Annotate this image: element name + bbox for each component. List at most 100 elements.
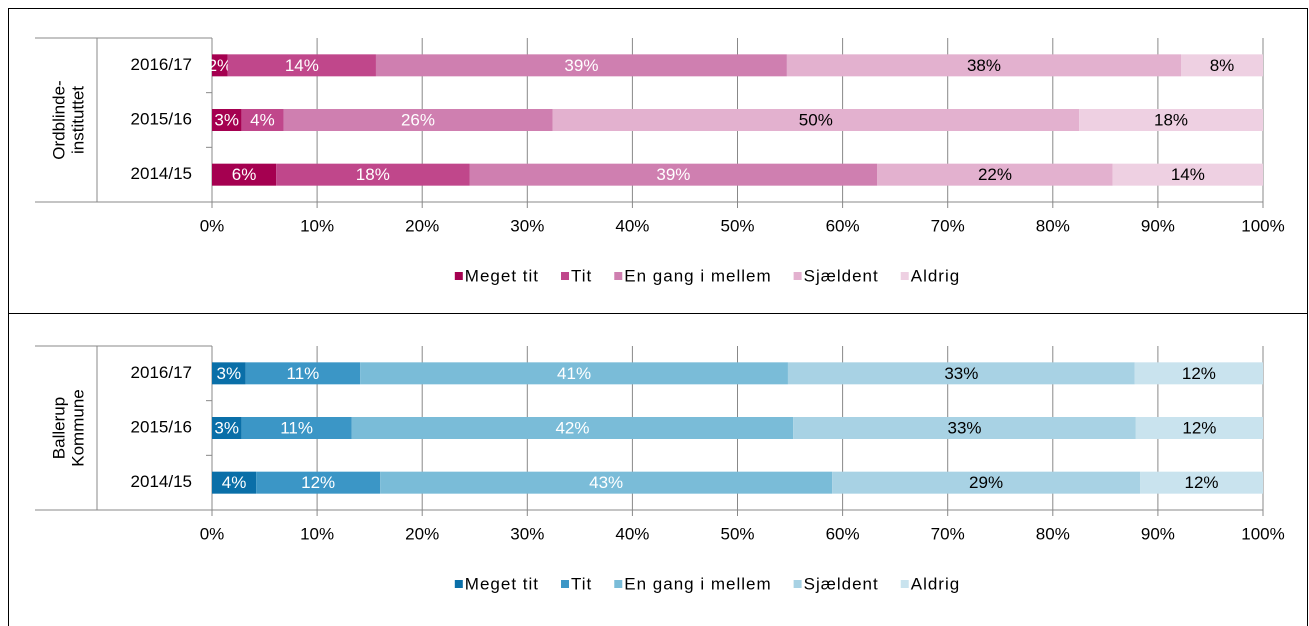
x-tick-label: 40% xyxy=(615,216,649,235)
x-tick-label: 90% xyxy=(1141,524,1175,543)
y-tick-label: 2014/15 xyxy=(131,164,192,183)
legend-label: En gang i mellem xyxy=(624,266,771,285)
x-tick-label: 70% xyxy=(931,216,965,235)
bar-segment xyxy=(276,163,470,186)
y-tick-label: 2015/16 xyxy=(131,109,192,128)
data-label: 4% xyxy=(250,110,275,129)
bar-segment xyxy=(786,54,1182,77)
group-label-line: Ordblinde- xyxy=(50,80,69,159)
legend-swatch xyxy=(793,272,802,280)
bar-segment xyxy=(469,163,878,186)
x-tick-label: 10% xyxy=(300,216,334,235)
bar-segment xyxy=(283,109,553,131)
data-label: 11% xyxy=(280,418,313,437)
bar-segment xyxy=(832,471,1141,494)
legend-swatch xyxy=(614,580,623,588)
chart-frame xyxy=(8,313,1308,626)
x-tick-label: 40% xyxy=(615,524,649,543)
data-label: 14% xyxy=(1171,165,1205,184)
data-label: 2% xyxy=(208,56,233,75)
bar-segment xyxy=(877,163,1113,186)
legend-label: En gang i mellem xyxy=(624,574,771,593)
data-label: 43% xyxy=(589,473,623,492)
bar-segment xyxy=(1140,471,1263,494)
legend-label: Meget tit xyxy=(465,266,539,285)
legend-swatch xyxy=(454,580,463,588)
legend-label: Aldrig xyxy=(911,574,960,593)
x-tick-label: 80% xyxy=(1036,216,1070,235)
bar-segment xyxy=(360,362,788,385)
bar-segment xyxy=(212,417,242,439)
x-tick-label: 0% xyxy=(200,524,225,543)
legend-swatch xyxy=(900,580,909,588)
x-tick-label: 100% xyxy=(1241,524,1284,543)
x-tick-label: 70% xyxy=(931,524,965,543)
group-label-line: Ballerup xyxy=(50,397,69,459)
bar-segment xyxy=(1181,54,1263,77)
bar-segment xyxy=(787,362,1135,385)
bar-segment xyxy=(1079,109,1263,131)
data-label: 3% xyxy=(214,418,239,437)
data-label: 12% xyxy=(1185,473,1219,492)
bar-segment xyxy=(241,417,352,439)
data-label: 22% xyxy=(978,165,1012,184)
data-label: 12% xyxy=(1182,418,1216,437)
data-label: 41% xyxy=(557,364,591,383)
x-tick-label: 50% xyxy=(720,216,754,235)
bar-segment xyxy=(241,109,284,131)
x-tick-label: 0% xyxy=(200,216,225,235)
bar-segment xyxy=(256,471,381,494)
bar-segment xyxy=(375,54,787,77)
bar-segment xyxy=(212,471,257,494)
data-label: 6% xyxy=(232,165,257,184)
legend-swatch xyxy=(614,272,623,280)
data-label: 3% xyxy=(217,364,242,383)
bar-segment xyxy=(1112,163,1263,186)
legend: Meget tit Tit En gang i mellem Sjældent Aldr… xyxy=(454,574,960,593)
data-label: 12% xyxy=(1182,364,1216,383)
legend-label: Meget tit xyxy=(465,574,539,593)
legend-label: Tit xyxy=(571,266,592,285)
legend-swatch xyxy=(454,272,463,280)
bar-segment xyxy=(212,54,228,77)
legend-swatch xyxy=(561,580,570,588)
group-label: BallerupKommune xyxy=(50,389,88,466)
data-label: 29% xyxy=(969,473,1003,492)
x-tick-label: 90% xyxy=(1141,216,1175,235)
x-tick-label: 80% xyxy=(1036,524,1070,543)
legend-label: Tit xyxy=(571,574,592,593)
data-label: 39% xyxy=(656,165,690,184)
bar-segment xyxy=(552,109,1080,131)
group-label-line: instituttet xyxy=(69,86,88,154)
legend-swatch xyxy=(793,580,802,588)
chart: Ordblinde-instituttet 0% 10% 20% 30% 40% 50% 60… xyxy=(35,37,1285,285)
x-tick-label: 50% xyxy=(720,524,754,543)
legend-swatch xyxy=(561,272,570,280)
group-label-line: Kommune xyxy=(69,389,88,466)
x-tick-label: 100% xyxy=(1241,216,1284,235)
legend-label: Sjældent xyxy=(804,574,879,593)
x-tick-label: 30% xyxy=(510,524,544,543)
x-tick-label: 60% xyxy=(826,524,860,543)
data-label: 33% xyxy=(948,418,982,437)
x-tick-label: 60% xyxy=(826,216,860,235)
legend: Meget tit Tit En gang i mellem Sjældent Aldr… xyxy=(454,266,960,285)
legend-swatch xyxy=(900,272,909,280)
data-label: 12% xyxy=(301,473,335,492)
legend-label: Aldrig xyxy=(911,266,960,285)
x-tick-label: 30% xyxy=(510,216,544,235)
bar-segment xyxy=(793,417,1136,439)
bar-segment xyxy=(212,109,242,131)
x-tick-label: 20% xyxy=(405,524,439,543)
x-tick-label: 10% xyxy=(300,524,334,543)
y-tick-label: 2016/17 xyxy=(131,55,192,74)
data-label: 38% xyxy=(967,56,1001,75)
bar-segment xyxy=(1134,362,1263,385)
data-label: 14% xyxy=(285,56,319,75)
data-label: 26% xyxy=(401,110,435,129)
bar-segment xyxy=(245,362,361,385)
data-label: 18% xyxy=(1154,110,1188,129)
data-label: 39% xyxy=(564,56,598,75)
data-label: 11% xyxy=(287,364,320,383)
